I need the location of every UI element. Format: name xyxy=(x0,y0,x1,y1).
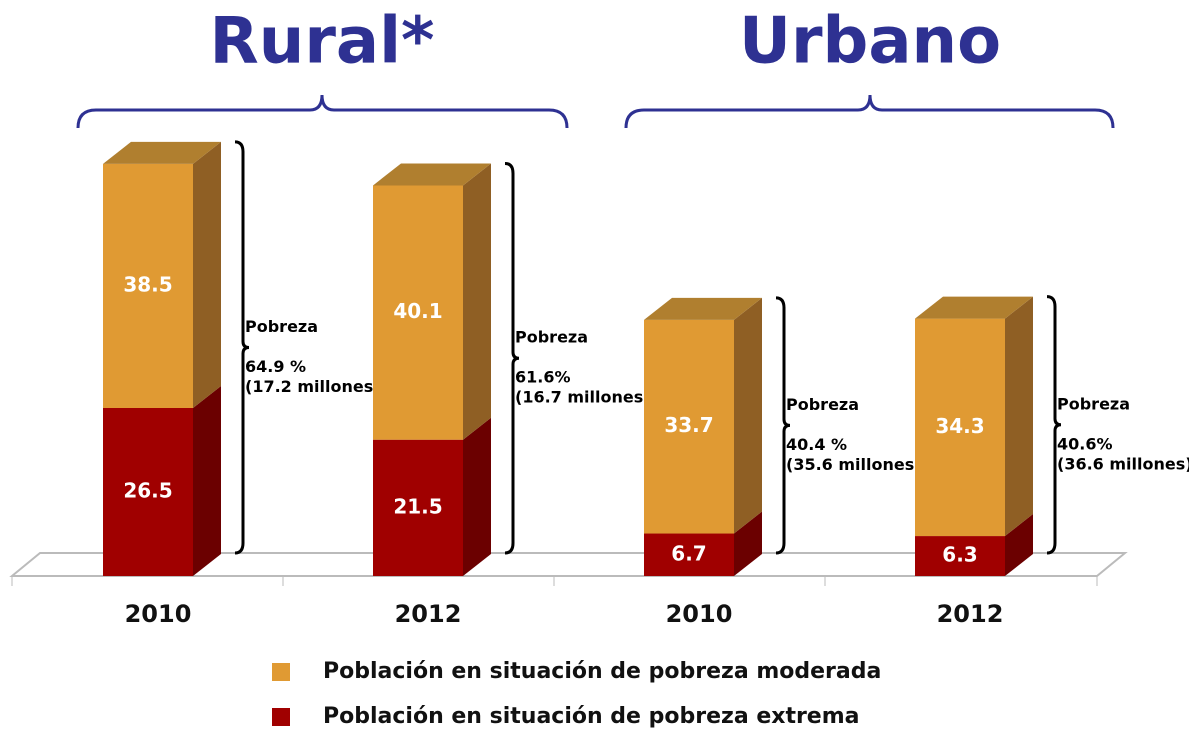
bar-top xyxy=(373,163,491,186)
bar-side xyxy=(1005,514,1033,576)
annotation-people: (16.7 millones) xyxy=(515,388,651,407)
brace xyxy=(504,161,520,555)
bar xyxy=(644,533,734,576)
value-label: 38.5 xyxy=(123,272,172,296)
annotation-title: Pobreza xyxy=(245,317,318,336)
bar xyxy=(644,319,734,534)
bar-side xyxy=(463,163,491,440)
bar-side xyxy=(463,417,491,576)
bar xyxy=(373,439,463,576)
value-label: 34.3 xyxy=(935,414,984,438)
annotation-people: (36.6 millones) xyxy=(1057,454,1189,473)
bar-top xyxy=(103,141,221,164)
group-title: Rural* xyxy=(210,5,435,79)
x-tick-label: 2012 xyxy=(395,600,462,628)
annotation-people: (17.2 millones) xyxy=(245,377,381,396)
x-tick-label: 2010 xyxy=(666,600,733,628)
value-label: 6.7 xyxy=(671,541,706,565)
annotation-total: 40.6% xyxy=(1057,434,1113,453)
group-bracket xyxy=(76,94,569,129)
bar-top xyxy=(915,296,1033,319)
bar xyxy=(915,318,1005,537)
annotation-title: Pobreza xyxy=(515,328,588,347)
annotation-title: Pobreza xyxy=(786,395,859,414)
bar-top xyxy=(644,297,762,320)
bar-side xyxy=(1005,296,1033,537)
bar-side xyxy=(193,385,221,576)
bar xyxy=(103,407,193,576)
annotation-people: (35.6 millones) xyxy=(786,455,922,474)
brace xyxy=(1046,295,1062,555)
value-label: 6.3 xyxy=(942,543,977,567)
x-tick-label: 2010 xyxy=(125,600,192,628)
bar xyxy=(103,163,193,408)
legend-label: Población en situación de pobreza modera… xyxy=(323,659,881,684)
bar xyxy=(373,185,463,440)
group-bracket xyxy=(624,94,1115,129)
bar-side xyxy=(734,511,762,576)
value-label: 21.5 xyxy=(393,494,442,518)
bar-side xyxy=(193,141,221,408)
annotation-title: Pobreza xyxy=(1057,394,1130,413)
legend-label: Población en situación de pobreza extrem… xyxy=(323,704,860,729)
bar xyxy=(915,536,1005,576)
brace xyxy=(234,140,250,555)
legend-swatch xyxy=(272,663,290,681)
x-tick-label: 2012 xyxy=(937,600,1004,628)
legend-swatch xyxy=(272,708,290,726)
group-title: Urbano xyxy=(739,5,1001,79)
annotation-total: 40.4 % xyxy=(786,435,847,454)
annotation-total: 64.9 % xyxy=(245,357,306,376)
floor xyxy=(9,552,1128,577)
brace xyxy=(775,296,791,555)
value-label: 26.5 xyxy=(123,478,172,502)
value-label: 33.7 xyxy=(664,413,713,437)
value-label: 40.1 xyxy=(393,299,442,323)
bar-side xyxy=(734,297,762,534)
annotation-total: 61.6% xyxy=(515,368,571,387)
